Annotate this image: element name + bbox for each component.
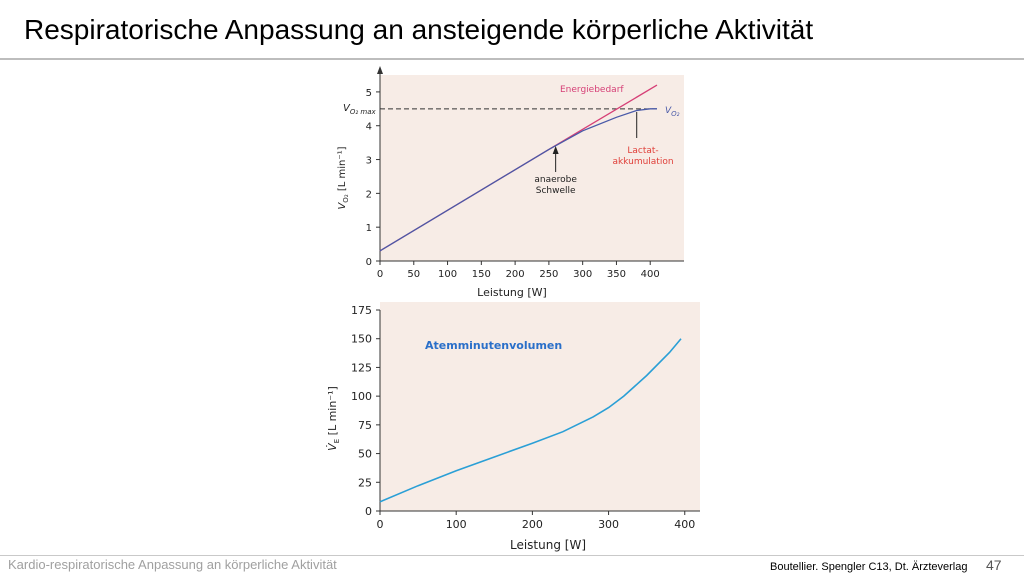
vo2-y-tick-label: 0 — [366, 257, 372, 268]
vo2-x-tick-label: 100 — [438, 269, 457, 280]
ve-x-axis-label: Leistung [W] — [510, 538, 586, 552]
ve-y-tick-label: 125 — [351, 361, 372, 374]
vo2-x-tick-label: 250 — [539, 269, 558, 280]
vo2-x-axis-label: Leistung [W] — [477, 286, 547, 299]
vo2-x-tick-label: 400 — [641, 269, 660, 280]
vo2-y-tick-label: 5 — [366, 88, 372, 99]
anaerobe-arrow-head — [552, 146, 559, 154]
energiebedarf-label: Energiebedarf — [560, 85, 624, 95]
ve-y-tick-label: 150 — [351, 333, 372, 346]
footer-divider — [0, 555, 1024, 556]
vo2-y-axis-label: VO₂ [L min⁻¹] — [337, 146, 350, 209]
vo2-y-tick-label: 3 — [366, 156, 372, 167]
atemminutenvolumen-label: Atemminutenvolumen — [425, 339, 562, 352]
vo2-line — [379, 108, 657, 252]
ve-y-tick-label: 175 — [351, 304, 372, 317]
lactat-label-line2: akkumulation — [612, 157, 673, 167]
ve-x-tick-label: 100 — [446, 518, 467, 531]
lactat-label-line1: Lactat- — [627, 146, 658, 156]
ve-y-tick-label: 25 — [358, 476, 372, 489]
atemminutenvolumen-line — [379, 338, 682, 503]
slide-title: Respiratorische Anpassung an ansteigende… — [24, 14, 814, 45]
vo2-x-tick-label: 300 — [573, 269, 592, 280]
title-divider — [0, 58, 1024, 60]
vo2-y-tick-label: 2 — [366, 189, 372, 200]
vo2-y-arrow — [377, 66, 383, 74]
vo2-x-tick-label: 150 — [472, 269, 491, 280]
ve-y-axis-label: V̇E [L min⁻¹] — [326, 386, 341, 451]
ve-y-tick-label: 50 — [358, 448, 372, 461]
vo2-y-tick-label: 1 — [366, 223, 372, 234]
vo2-y-tick-label: 4 — [366, 122, 372, 133]
footer-topic: Kardio-respiratorische Anpassung an körp… — [8, 557, 337, 572]
vo2-series-label: VO₂ — [665, 106, 680, 118]
ve-x-tick-label: 300 — [598, 518, 619, 531]
ve-x-tick-label: 0 — [377, 518, 384, 531]
footer-source: Boutellier. Spengler C13, Dt. Ärzteverla… — [770, 561, 968, 573]
vo2-x-tick-label: 0 — [377, 269, 383, 280]
vo2-x-tick-label: 50 — [407, 269, 420, 280]
ve-x-tick-label: 200 — [522, 518, 543, 531]
page-number: 47 — [986, 557, 1002, 573]
ve-x-tick-label: 400 — [674, 518, 695, 531]
anaerobe-label-line1: anaerobe — [534, 175, 577, 185]
ve-y-tick-label: 0 — [365, 505, 372, 518]
vo2-x-tick-label: 350 — [607, 269, 626, 280]
ve-plot-background — [380, 302, 700, 511]
anaerobe-label-line2: Schwelle — [536, 186, 576, 196]
vo2-x-tick-label: 200 — [506, 269, 525, 280]
ve-y-tick-label: 75 — [358, 419, 372, 432]
vo2max-label: VO₂ max — [343, 103, 376, 116]
vo2-plot-background — [380, 75, 684, 261]
ve-y-tick-label: 100 — [351, 390, 372, 403]
